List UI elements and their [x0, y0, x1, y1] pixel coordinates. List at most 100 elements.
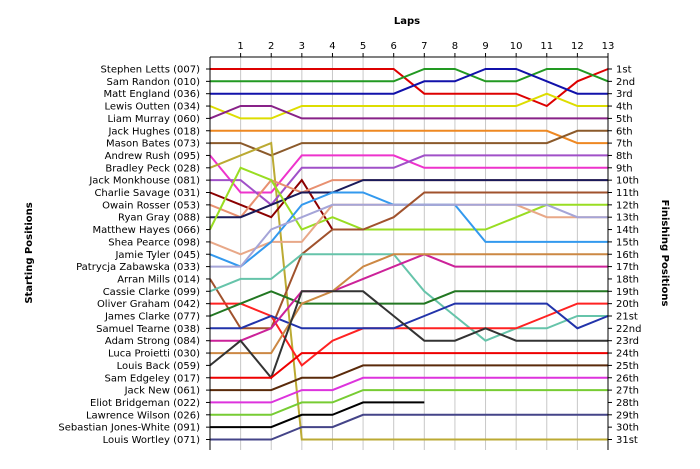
lap-tick-4: 4 — [329, 41, 335, 52]
finish-label-3rd: 3rd — [616, 89, 633, 100]
finish-label-24th: 24th — [616, 349, 639, 360]
series-line-arran-mills-014 — [209, 191, 608, 330]
finish-label-4th: 4th — [616, 102, 633, 113]
start-label-jamie-tyler-045: Jamie Tyler (045) — [114, 250, 200, 261]
lap-tick-8: 8 — [452, 41, 458, 52]
series-line-cassie-clarke-099 — [209, 253, 608, 342]
start-label-cassie-clarke-099: Cassie Clarke (099) — [103, 287, 200, 298]
start-label-lawrence-wilson-026: Lawrence Wilson (026) — [86, 410, 200, 421]
lap-tick-6: 6 — [391, 41, 397, 52]
finish-label-9th: 9th — [616, 163, 633, 174]
finish-label-18th: 18th — [616, 274, 639, 285]
finish-label-28th: 28th — [616, 398, 639, 409]
series-line-sam-randon-010 — [210, 68, 609, 83]
lap-tick-12: 12 — [571, 41, 584, 52]
start-label-sebastian-jones-white-091: Sebastian Jones-White (091) — [58, 423, 200, 434]
start-label-charlie-savage-031: Charlie Savage (031) — [94, 188, 200, 199]
series-line-lawrence-wilson-026 — [210, 389, 608, 416]
finish-label-14th: 14th — [616, 225, 639, 236]
finish-label-19th: 19th — [616, 287, 639, 298]
series-line-stephen-letts-007 — [210, 68, 609, 108]
start-label-jack-hughes-018: Jack Hughes (018) — [107, 126, 200, 137]
finish-label-22nd: 22nd — [616, 324, 641, 335]
series-line-owain-rosser-053 — [209, 178, 608, 219]
finish-label-15th: 15th — [616, 237, 639, 248]
finish-label-5th: 5th — [616, 114, 633, 125]
start-label-ryan-gray-088: Ryan Gray (088) — [118, 213, 200, 224]
series-line-jack-hughes-018 — [210, 129, 608, 145]
series-line-oliver-graham-042 — [210, 302, 608, 367]
start-label-jack-new-061: Jack New (061) — [124, 386, 201, 397]
series-line-bradley-peck-028 — [209, 141, 608, 441]
start-label-adam-strong-084: Adam Strong (084) — [105, 336, 200, 347]
start-label-louis-wortley-071: Louis Wortley (071) — [103, 435, 200, 446]
finish-label-25th: 25th — [616, 361, 639, 372]
finish-label-8th: 8th — [616, 151, 633, 162]
series-line-sam-edgeley-017 — [210, 352, 608, 379]
start-label-louis-back-059: Louis Back (059) — [117, 361, 200, 372]
start-label-patrycja-zabawska-033: Patrycja Zabawska (033) — [76, 262, 200, 273]
start-label-liam-murray-060: Liam Murray (060) — [107, 114, 200, 125]
finish-label-2nd: 2nd — [616, 77, 635, 88]
series-line-louis-back-059 — [209, 290, 608, 380]
start-label-oliver-graham-042: Oliver Graham (042) — [97, 299, 200, 310]
start-label-andrew-rush-095: Andrew Rush (095) — [105, 151, 200, 162]
start-label-james-clarke-077: James Clarke (077) — [104, 312, 200, 323]
finish-label-13th: 13th — [616, 213, 639, 224]
finish-label-26th: 26th — [616, 373, 639, 384]
start-label-jack-monkhouse-081: Jack Monkhouse (081) — [88, 176, 200, 187]
finish-label-16th: 16th — [616, 250, 639, 261]
series-line-lewis-outten-034 — [209, 92, 608, 120]
series-line-mason-bates-073 — [210, 129, 608, 157]
start-label-bradley-peck-028: Bradley Peck (028) — [105, 163, 200, 174]
series-line-matt-england-036 — [210, 68, 608, 95]
start-label-mason-bates-073: Mason Bates (073) — [106, 139, 200, 150]
lap-tick-1: 1 — [237, 41, 243, 52]
series-line-jack-monkhouse-081 — [210, 154, 608, 207]
lap-tick-13: 13 — [602, 41, 615, 52]
series-line-liam-murray-060 — [209, 105, 608, 120]
finish-label-11th: 11th — [616, 188, 639, 199]
series-lines — [209, 68, 609, 441]
finish-label-21st: 21st — [616, 312, 638, 323]
start-label-shea-pearce-098: Shea Pearce (098) — [108, 237, 200, 248]
start-label-matt-england-036: Matt England (036) — [104, 89, 201, 100]
series-line-luca-proietti-030 — [210, 253, 608, 355]
series-line-samuel-tearne-038 — [210, 302, 609, 330]
finish-label-6th: 6th — [616, 126, 633, 137]
series-line-ryan-gray-088 — [210, 179, 608, 219]
lap-tick-10: 10 — [510, 41, 523, 52]
starting-position-labels: Stephen Letts (007)Sam Randon (010)Matt … — [58, 65, 200, 447]
axes — [206, 53, 612, 450]
start-label-sam-edgeley-017: Sam Edgeley (017) — [105, 373, 201, 384]
lap-tick-7: 7 — [421, 41, 427, 52]
series-line-james-clarke-077 — [209, 290, 608, 317]
finish-label-27th: 27th — [616, 386, 639, 397]
finish-label-7th: 7th — [616, 139, 633, 150]
series-line-eliot-bridgeman-022 — [210, 376, 608, 404]
lap-tick-2: 2 — [268, 41, 274, 52]
series-line-patrycja-zabawska-033 — [210, 203, 608, 268]
start-label-arran-mills-014: Arran Mills (014) — [117, 274, 200, 285]
finish-label-20th: 20th — [616, 299, 639, 310]
start-label-lewis-outten-034: Lewis Outten (034) — [104, 102, 200, 113]
y-axis-title-left: Starting Positions — [24, 202, 35, 303]
finish-label-30th: 30th — [616, 423, 639, 434]
finish-label-31st: 31st — [616, 435, 638, 446]
series-line-charlie-savage-031 — [209, 178, 334, 231]
y-axis-title-right: Finishing Positions — [659, 200, 670, 307]
finish-label-1st: 1st — [616, 65, 632, 76]
start-label-samuel-tearne-038: Samuel Tearne (038) — [96, 324, 200, 335]
finish-label-23rd: 23rd — [616, 336, 639, 347]
lap-tick-3: 3 — [299, 41, 305, 52]
start-label-eliot-bridgeman-022: Eliot Bridgeman (022) — [90, 398, 200, 409]
finish-label-17th: 17th — [616, 262, 639, 273]
start-label-sam-randon-010: Sam Randon (010) — [107, 77, 201, 88]
start-label-stephen-letts-007: Stephen Letts (007) — [101, 65, 201, 76]
x-axis-title: Laps — [394, 16, 420, 27]
series-line-sebastian-jones-white-091 — [210, 401, 425, 429]
series-line-adam-strong-084 — [210, 253, 608, 342]
finish-label-12th: 12th — [616, 200, 639, 211]
